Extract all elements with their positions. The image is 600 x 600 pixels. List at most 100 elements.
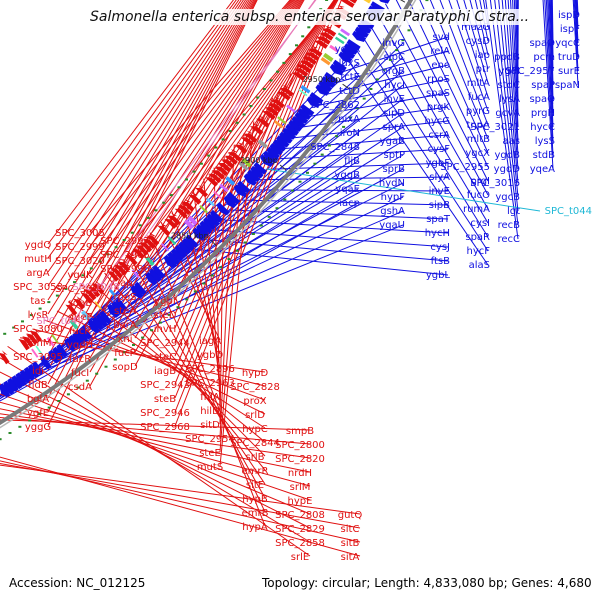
gc-dot xyxy=(21,320,24,323)
gene-leader-line xyxy=(300,106,449,128)
forward-cds-arrow xyxy=(269,143,284,156)
gc-dot xyxy=(243,241,247,244)
gene-label: yqaE xyxy=(335,184,360,195)
gene-leader-line xyxy=(134,0,335,297)
accession-label: Accession: NC_012125 xyxy=(9,576,146,590)
reverse-cds-arrow xyxy=(340,0,355,8)
gene-leader-line xyxy=(512,0,519,128)
map-footer: Accession: NC_012125 Topology: circular;… xyxy=(0,570,600,600)
gene-label: lysR xyxy=(28,310,49,321)
gene-label: SPC_2820 xyxy=(275,454,325,465)
gene-label: lgt xyxy=(507,206,520,217)
feature-block xyxy=(257,139,268,149)
gc-dot xyxy=(401,39,405,42)
gc-dot xyxy=(138,224,142,227)
kbp-tick-label: 2850 kbp xyxy=(171,231,209,240)
feature-block xyxy=(31,348,39,358)
gc-dot xyxy=(95,372,99,375)
gene-label: prgK xyxy=(427,102,451,113)
forward-cds-arrow xyxy=(223,195,237,208)
gene-label: spaN xyxy=(555,80,580,91)
forward-cds-arrow xyxy=(318,80,333,92)
gene-leader-line xyxy=(324,64,449,96)
reverse-cds-arrow xyxy=(319,29,334,41)
feature-block xyxy=(69,319,79,330)
gene-label: stdC xyxy=(498,80,520,91)
gene-leader-line xyxy=(47,0,244,301)
forward-cds-arrow xyxy=(130,285,143,299)
forward-cds-arrow xyxy=(68,334,81,349)
gene-leader-line xyxy=(47,0,257,413)
gene-label: svd xyxy=(433,32,450,43)
reverse-cds-arrow xyxy=(305,49,320,61)
feature-block xyxy=(161,243,170,252)
gene-label: ygbI xyxy=(154,296,176,307)
gene-leader-line xyxy=(266,168,541,212)
gene-label: cysI xyxy=(470,218,490,229)
gene-leader-line xyxy=(89,0,295,275)
gene-leader-line xyxy=(463,0,489,84)
gene-label: sipC xyxy=(384,52,405,63)
gc-dot xyxy=(154,209,158,212)
forward-cds-arrow xyxy=(329,63,344,76)
forward-cds-arrow xyxy=(178,241,191,255)
gene-label: smpB xyxy=(286,426,314,437)
gene-label: srlB xyxy=(246,452,265,463)
forward-cds-arrow xyxy=(338,51,353,63)
gene-label: spaQ xyxy=(529,94,555,105)
gc-dot xyxy=(298,180,302,183)
gene-label: gshA xyxy=(380,206,405,217)
reverse-cds-arrow xyxy=(143,236,156,250)
gene-label: cysD xyxy=(466,36,491,47)
forward-cds-arrow xyxy=(216,202,230,216)
gc-dot xyxy=(407,29,411,32)
gene-label: ispF xyxy=(560,24,580,35)
gene-label: prgH xyxy=(531,108,555,119)
gene-label: sitC xyxy=(341,524,360,535)
gc-dot xyxy=(362,97,366,100)
gene-leader-line xyxy=(174,35,318,385)
feature-block xyxy=(167,236,177,246)
reverse-cds-arrow xyxy=(256,115,270,128)
gc-dot xyxy=(425,0,429,2)
backbone-circle-arc xyxy=(0,0,414,426)
forward-cds-arrow xyxy=(315,84,330,96)
gene-leader-line xyxy=(213,167,221,411)
forward-cds-arrow xyxy=(145,271,158,286)
feature-tracks xyxy=(0,0,390,398)
gc-dot xyxy=(262,88,266,90)
forward-cds-arrow xyxy=(40,355,52,370)
forward-cds-arrow xyxy=(23,366,36,381)
feature-block xyxy=(363,0,372,4)
gene-label: SPC_2848 xyxy=(310,142,360,153)
gene-label: steD xyxy=(154,310,177,321)
gene-leader-line xyxy=(513,0,519,114)
gene-label: tctE xyxy=(340,72,360,83)
gene-label: slyA xyxy=(429,172,450,183)
gene-leader-line xyxy=(47,0,248,329)
gene-leader-line xyxy=(0,401,311,487)
gene-label: iagA xyxy=(199,336,221,347)
reverse-cds-arrow xyxy=(117,258,131,273)
gc-dot xyxy=(150,329,154,332)
gc-dot xyxy=(275,207,279,210)
gene-label: rpoS xyxy=(114,292,137,303)
gene-leader-line xyxy=(174,85,283,329)
gene-label: fldB xyxy=(28,380,48,391)
forward-cds-arrow xyxy=(276,135,290,148)
forward-cds-arrow xyxy=(352,30,367,42)
reverse-cds-arrow xyxy=(195,184,209,198)
forward-cds-arrow xyxy=(171,248,184,262)
gene-label: prgI xyxy=(470,176,490,187)
gene-label: hycI xyxy=(384,80,405,91)
gene-label: ygfE xyxy=(27,408,49,419)
gene-leader-line xyxy=(171,211,221,355)
gc-dot xyxy=(214,146,218,149)
gene-leader-line xyxy=(547,0,554,128)
forward-cds-arrow xyxy=(237,180,251,194)
gene-label: cysJ xyxy=(430,242,450,253)
gene-label: aas xyxy=(503,136,520,147)
gene-leader-line xyxy=(47,0,242,287)
forward-cds-arrow xyxy=(346,39,361,51)
kbp-tick-label: 2950 kbp xyxy=(303,75,341,84)
